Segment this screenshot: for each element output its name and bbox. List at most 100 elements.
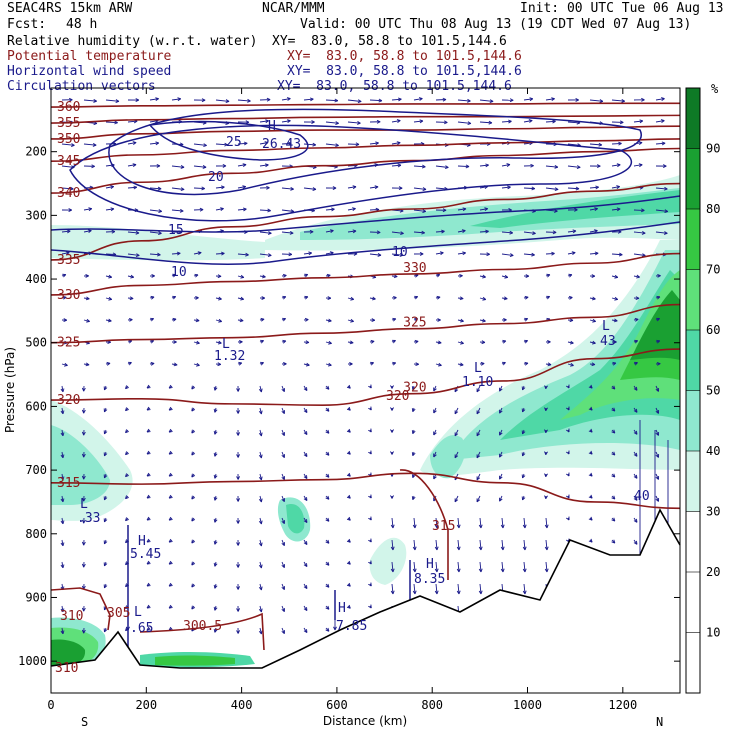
vector-arrow xyxy=(479,120,493,125)
vector-head xyxy=(242,207,247,212)
vector-head xyxy=(236,432,240,436)
vector-head xyxy=(346,560,351,565)
theta-contour xyxy=(50,102,680,108)
vector-arrow xyxy=(149,252,161,257)
vector-arrow xyxy=(60,429,65,437)
vector-head xyxy=(150,317,154,322)
vector-head xyxy=(303,453,308,457)
vector-arrow xyxy=(457,296,464,301)
rh-region xyxy=(51,425,110,505)
vector-head xyxy=(507,185,511,190)
vector-head xyxy=(218,318,223,323)
vector-arrow xyxy=(501,230,514,235)
vector-arrow xyxy=(281,627,286,634)
vector-arrow xyxy=(567,362,574,367)
vector-head xyxy=(85,362,90,367)
vector-arrow xyxy=(611,296,619,301)
vector-arrow xyxy=(325,495,330,500)
vector-head xyxy=(333,626,337,631)
vector-head xyxy=(544,407,548,411)
vector-head xyxy=(390,546,395,551)
vector-head xyxy=(110,207,115,212)
vector-head xyxy=(60,432,65,437)
vector-arrow xyxy=(61,186,74,191)
vector-head xyxy=(612,361,617,366)
vector-arrow xyxy=(213,583,218,589)
vector-shaft xyxy=(523,187,535,190)
vector-arrow xyxy=(545,119,556,124)
vector-head xyxy=(355,142,360,147)
vector-head xyxy=(641,230,646,235)
vector-arrow xyxy=(325,539,330,544)
vector-head xyxy=(180,187,185,192)
fcst-value: 48 h xyxy=(66,17,98,32)
vector-head xyxy=(594,207,598,212)
vector-arrow xyxy=(633,385,638,391)
colorbar-unit: % xyxy=(711,82,719,96)
vector-head xyxy=(325,429,330,434)
vector-head xyxy=(267,253,272,258)
vector-arrow xyxy=(347,362,353,366)
vector-arrow xyxy=(215,163,227,168)
vector-head xyxy=(221,251,225,256)
vector-shaft xyxy=(413,165,426,168)
vector-head xyxy=(146,406,151,411)
vector-shaft xyxy=(281,120,291,123)
vector-arrow xyxy=(237,185,247,189)
vector-arrow xyxy=(105,120,118,125)
vector-arrow xyxy=(215,185,225,190)
org-label: NCAR/MMM xyxy=(262,1,325,16)
vector-arrow xyxy=(457,229,466,233)
vector-arrow xyxy=(369,230,381,235)
vector-head xyxy=(503,296,508,301)
vector-arrow xyxy=(633,495,638,501)
vector-arrow xyxy=(193,318,200,323)
vector-head xyxy=(260,317,265,322)
vector-shaft xyxy=(413,583,416,595)
y-tick-label: 600 xyxy=(25,399,47,413)
wind-speed-label: 1.10 xyxy=(462,375,493,390)
vector-arrow xyxy=(237,252,249,257)
vector-head xyxy=(81,541,86,546)
vector-head xyxy=(290,186,294,191)
vector-head xyxy=(312,142,317,147)
vector-arrow xyxy=(325,429,330,434)
vector-arrow xyxy=(259,339,264,344)
vector-head xyxy=(60,454,65,459)
vector-arrow xyxy=(213,429,218,435)
vector-shaft xyxy=(476,451,481,459)
vector-head xyxy=(213,518,218,523)
vector-arrow xyxy=(127,141,137,145)
legend-theta-xy: XY= 83.0, 58.8 to 101.5,144.6 xyxy=(287,49,522,64)
vector-head xyxy=(544,451,548,455)
vector-shaft xyxy=(391,517,394,529)
vector-arrow xyxy=(325,605,330,610)
vector-head xyxy=(595,185,599,190)
vector-arrow xyxy=(237,339,243,344)
vector-arrow xyxy=(457,251,466,256)
vector-shaft xyxy=(655,231,668,234)
vector-head xyxy=(460,318,464,323)
vector-shaft xyxy=(259,164,269,167)
vector-shaft xyxy=(611,208,621,211)
vector-arrow xyxy=(168,428,173,433)
vector-arrow xyxy=(589,318,596,323)
vector-arrow xyxy=(391,119,401,123)
vector-head xyxy=(368,560,372,565)
vector-head xyxy=(482,274,486,279)
vector-head xyxy=(616,163,621,168)
vector-arrow xyxy=(476,451,481,459)
vector-shaft xyxy=(127,142,137,145)
vector-arrow xyxy=(655,339,661,344)
y-tick-label: 300 xyxy=(25,208,47,222)
vector-arrow xyxy=(60,495,65,503)
vector-head xyxy=(146,560,151,565)
y-axis-label: Pressure (hPa) xyxy=(3,347,17,433)
vector-arrow xyxy=(411,407,416,413)
vector-head xyxy=(132,141,137,145)
vector-arrow xyxy=(171,97,182,102)
vector-head xyxy=(378,98,383,103)
vector-arrow xyxy=(215,251,225,256)
vector-head xyxy=(465,164,470,169)
vector-head xyxy=(613,340,617,344)
